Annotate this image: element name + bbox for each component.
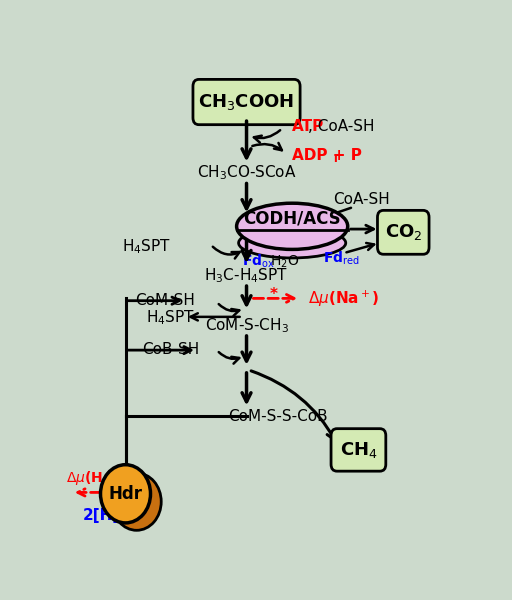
Text: CODH/ACS: CODH/ACS [243,209,341,227]
Text: Hdr: Hdr [109,485,142,503]
Ellipse shape [239,228,346,258]
Circle shape [100,464,151,523]
Text: H$_4$SPT: H$_4$SPT [122,237,171,256]
Text: CH$_3$COOH: CH$_3$COOH [199,92,294,112]
Text: 2[H]: 2[H] [83,508,120,523]
Text: CH$_4$: CH$_4$ [339,440,377,460]
Text: Fd$_{\rm ox}$: Fd$_{\rm ox}$ [242,253,275,270]
Text: *: * [270,287,283,302]
Text: Fd$_{\rm red}$: Fd$_{\rm red}$ [324,250,360,268]
Circle shape [112,473,161,530]
Text: i: i [333,154,337,164]
Ellipse shape [237,203,348,250]
Text: ADP + P: ADP + P [292,148,362,163]
Text: CO$_2$: CO$_2$ [385,223,422,242]
Text: CoM-SH: CoM-SH [135,293,195,308]
Text: H$_3$C-H$_4$SPT: H$_3$C-H$_4$SPT [204,266,289,284]
Text: H$_4$SPT: H$_4$SPT [146,308,195,327]
Text: ATP: ATP [292,119,325,134]
Text: , CoA-SH: , CoA-SH [308,119,375,134]
Text: CoA-SH: CoA-SH [333,193,390,208]
Text: CoM-S-CH$_3$: CoM-S-CH$_3$ [204,316,289,335]
Text: CoB-SH: CoB-SH [142,341,199,356]
Text: $\Delta\mu$(Na$^+$): $\Delta\mu$(Na$^+$) [308,288,379,308]
FancyBboxPatch shape [331,428,386,471]
Text: CoM-S-S-CoB: CoM-S-S-CoB [228,409,328,424]
FancyBboxPatch shape [377,211,429,254]
Text: CH$_3$CO-SCoA: CH$_3$CO-SCoA [197,163,296,182]
Text: H$_2$O: H$_2$O [270,253,299,269]
FancyBboxPatch shape [193,79,300,125]
Text: $\Delta\mu$(H$^+$): $\Delta\mu$(H$^+$) [66,469,122,489]
